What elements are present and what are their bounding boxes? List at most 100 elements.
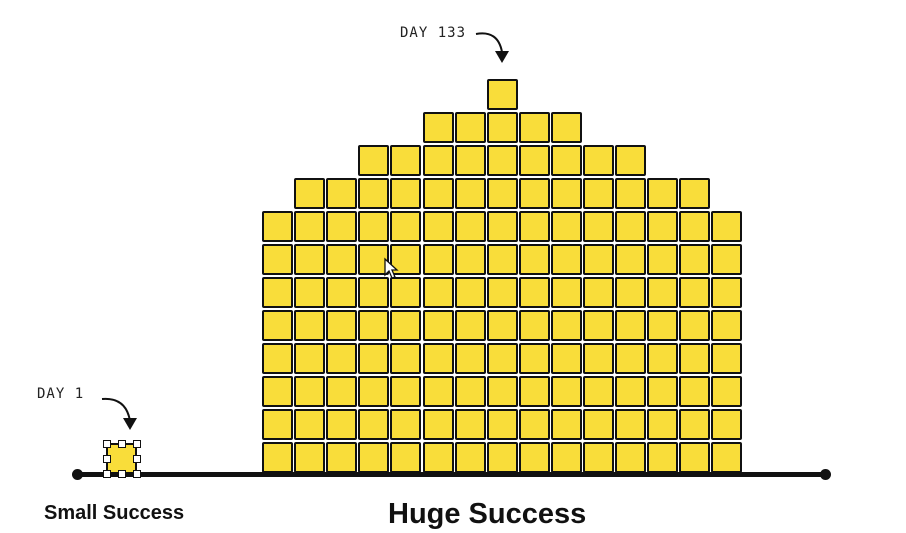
success-block[interactable] <box>326 277 358 308</box>
success-block[interactable] <box>262 244 294 275</box>
success-block[interactable] <box>486 145 518 176</box>
success-block[interactable] <box>518 211 550 242</box>
success-block[interactable] <box>583 409 615 440</box>
success-block[interactable] <box>422 442 454 473</box>
success-block[interactable] <box>358 442 390 473</box>
success-block[interactable] <box>262 277 294 308</box>
success-block[interactable] <box>422 376 454 407</box>
success-block[interactable] <box>647 178 679 209</box>
success-block[interactable] <box>294 244 326 275</box>
success-block[interactable] <box>454 211 486 242</box>
success-block[interactable] <box>454 178 486 209</box>
success-block[interactable] <box>390 178 422 209</box>
selection-handle[interactable] <box>133 455 141 463</box>
success-block[interactable] <box>390 277 422 308</box>
success-block[interactable] <box>262 310 294 341</box>
success-block[interactable] <box>583 244 615 275</box>
success-block[interactable] <box>647 376 679 407</box>
success-block[interactable] <box>583 145 615 176</box>
selection-handle[interactable] <box>118 440 126 448</box>
success-block[interactable] <box>454 343 486 374</box>
success-block[interactable] <box>294 310 326 341</box>
selection-handle[interactable] <box>118 470 126 478</box>
success-block[interactable] <box>390 376 422 407</box>
success-block[interactable] <box>583 442 615 473</box>
success-block[interactable] <box>390 211 422 242</box>
success-block[interactable] <box>518 145 550 176</box>
success-block[interactable] <box>262 343 294 374</box>
success-block[interactable] <box>518 442 550 473</box>
success-block[interactable] <box>647 244 679 275</box>
success-block[interactable] <box>615 343 647 374</box>
success-block[interactable] <box>294 376 326 407</box>
success-block[interactable] <box>518 310 550 341</box>
success-block[interactable] <box>583 211 615 242</box>
success-block[interactable] <box>679 442 711 473</box>
success-block[interactable] <box>486 343 518 374</box>
success-block[interactable] <box>358 409 390 440</box>
success-block[interactable] <box>422 244 454 275</box>
selection-handle[interactable] <box>133 470 141 478</box>
success-block[interactable] <box>550 442 582 473</box>
success-block[interactable] <box>262 409 294 440</box>
success-block[interactable] <box>262 211 294 242</box>
selection-handle[interactable] <box>133 440 141 448</box>
success-block[interactable] <box>647 277 679 308</box>
success-block[interactable] <box>679 310 711 341</box>
success-block[interactable] <box>422 178 454 209</box>
selection-handle[interactable] <box>103 470 111 478</box>
success-block[interactable] <box>711 343 743 374</box>
success-block[interactable] <box>550 244 582 275</box>
success-block[interactable] <box>583 343 615 374</box>
success-block[interactable] <box>326 376 358 407</box>
success-block[interactable] <box>422 343 454 374</box>
success-block[interactable] <box>679 376 711 407</box>
success-block[interactable] <box>550 145 582 176</box>
success-block[interactable] <box>486 211 518 242</box>
success-block[interactable] <box>422 112 454 143</box>
success-block[interactable] <box>679 178 711 209</box>
success-block[interactable] <box>679 277 711 308</box>
success-block[interactable] <box>518 376 550 407</box>
success-block[interactable] <box>390 343 422 374</box>
success-block[interactable] <box>550 310 582 341</box>
success-block[interactable] <box>358 376 390 407</box>
success-block[interactable] <box>294 409 326 440</box>
success-block[interactable] <box>326 310 358 341</box>
success-block[interactable] <box>326 409 358 440</box>
success-block[interactable] <box>615 277 647 308</box>
success-block[interactable] <box>486 79 518 110</box>
success-block[interactable] <box>390 310 422 341</box>
success-block[interactable] <box>615 145 647 176</box>
success-block[interactable] <box>422 211 454 242</box>
success-block[interactable] <box>518 409 550 440</box>
success-block[interactable] <box>454 376 486 407</box>
selection-handle[interactable] <box>103 440 111 448</box>
success-block[interactable] <box>518 343 550 374</box>
success-block[interactable] <box>486 277 518 308</box>
success-block[interactable] <box>422 409 454 440</box>
success-block[interactable] <box>422 310 454 341</box>
success-block[interactable] <box>294 442 326 473</box>
success-block[interactable] <box>358 277 390 308</box>
success-block[interactable] <box>486 409 518 440</box>
success-block[interactable] <box>390 145 422 176</box>
success-block[interactable] <box>647 211 679 242</box>
success-block[interactable] <box>711 211 743 242</box>
success-block[interactable] <box>550 211 582 242</box>
success-block[interactable] <box>454 442 486 473</box>
success-block[interactable] <box>486 244 518 275</box>
success-block[interactable] <box>358 178 390 209</box>
success-block[interactable] <box>711 244 743 275</box>
success-block[interactable] <box>486 376 518 407</box>
success-block[interactable] <box>615 178 647 209</box>
success-block[interactable] <box>647 442 679 473</box>
success-block[interactable] <box>550 409 582 440</box>
success-block[interactable] <box>647 409 679 440</box>
success-block[interactable] <box>326 211 358 242</box>
success-block[interactable] <box>518 112 550 143</box>
success-block[interactable] <box>615 409 647 440</box>
success-block[interactable] <box>711 310 743 341</box>
success-block[interactable] <box>550 112 582 143</box>
success-block[interactable] <box>550 343 582 374</box>
